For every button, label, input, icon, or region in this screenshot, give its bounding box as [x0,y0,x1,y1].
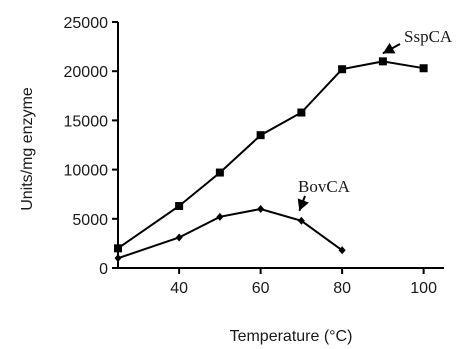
arrow-head-SspCA [382,42,396,54]
data-point-SspCA [378,57,387,66]
series-label-SspCA: SspCA [404,27,453,46]
y-tick-label: 25000 [64,15,109,32]
x-tick-label: 60 [252,280,270,297]
data-point-SspCA [114,244,122,253]
data-point-BovCA [297,216,305,225]
series-label-BovCA: BovCA [298,177,351,196]
series-points [114,57,428,263]
data-point-BovCA [257,204,265,213]
x-tick-label: 100 [410,280,437,297]
data-point-SspCA [338,65,347,74]
x-tick-label: 40 [170,280,188,297]
data-point-SspCA [419,64,428,73]
annotations: SspCA BovCA [297,27,453,212]
y-tick-label: 10000 [64,163,109,180]
axes [117,22,444,269]
series-lines [117,60,424,260]
x-tick-label: 80 [333,280,351,297]
y-tick-label: 15000 [64,113,109,130]
data-point-SspCA [256,131,265,140]
x-axis-label: Temperature (°C) [230,328,353,345]
data-point-BovCA [216,212,224,221]
data-point-SspCA [297,108,306,117]
y-axis-label: Units/mg enzyme [19,87,36,211]
data-point-BovCA [114,254,122,263]
data-point-SspCA [175,202,184,211]
series-line-SspCA [117,60,424,250]
data-point-SspCA [215,168,224,177]
tick-labels: 0 5000 10000 15000 20000 25000 40 60 80 100 [64,15,438,297]
arrow-head-BovCA [297,198,309,211]
tick-marks [112,21,425,274]
y-tick-label: 0 [99,261,108,278]
y-tick-label: 5000 [72,212,108,229]
data-point-BovCA [175,233,183,242]
data-point-BovCA [338,246,346,255]
y-tick-label: 20000 [64,64,109,81]
series-line-BovCA [117,207,343,260]
